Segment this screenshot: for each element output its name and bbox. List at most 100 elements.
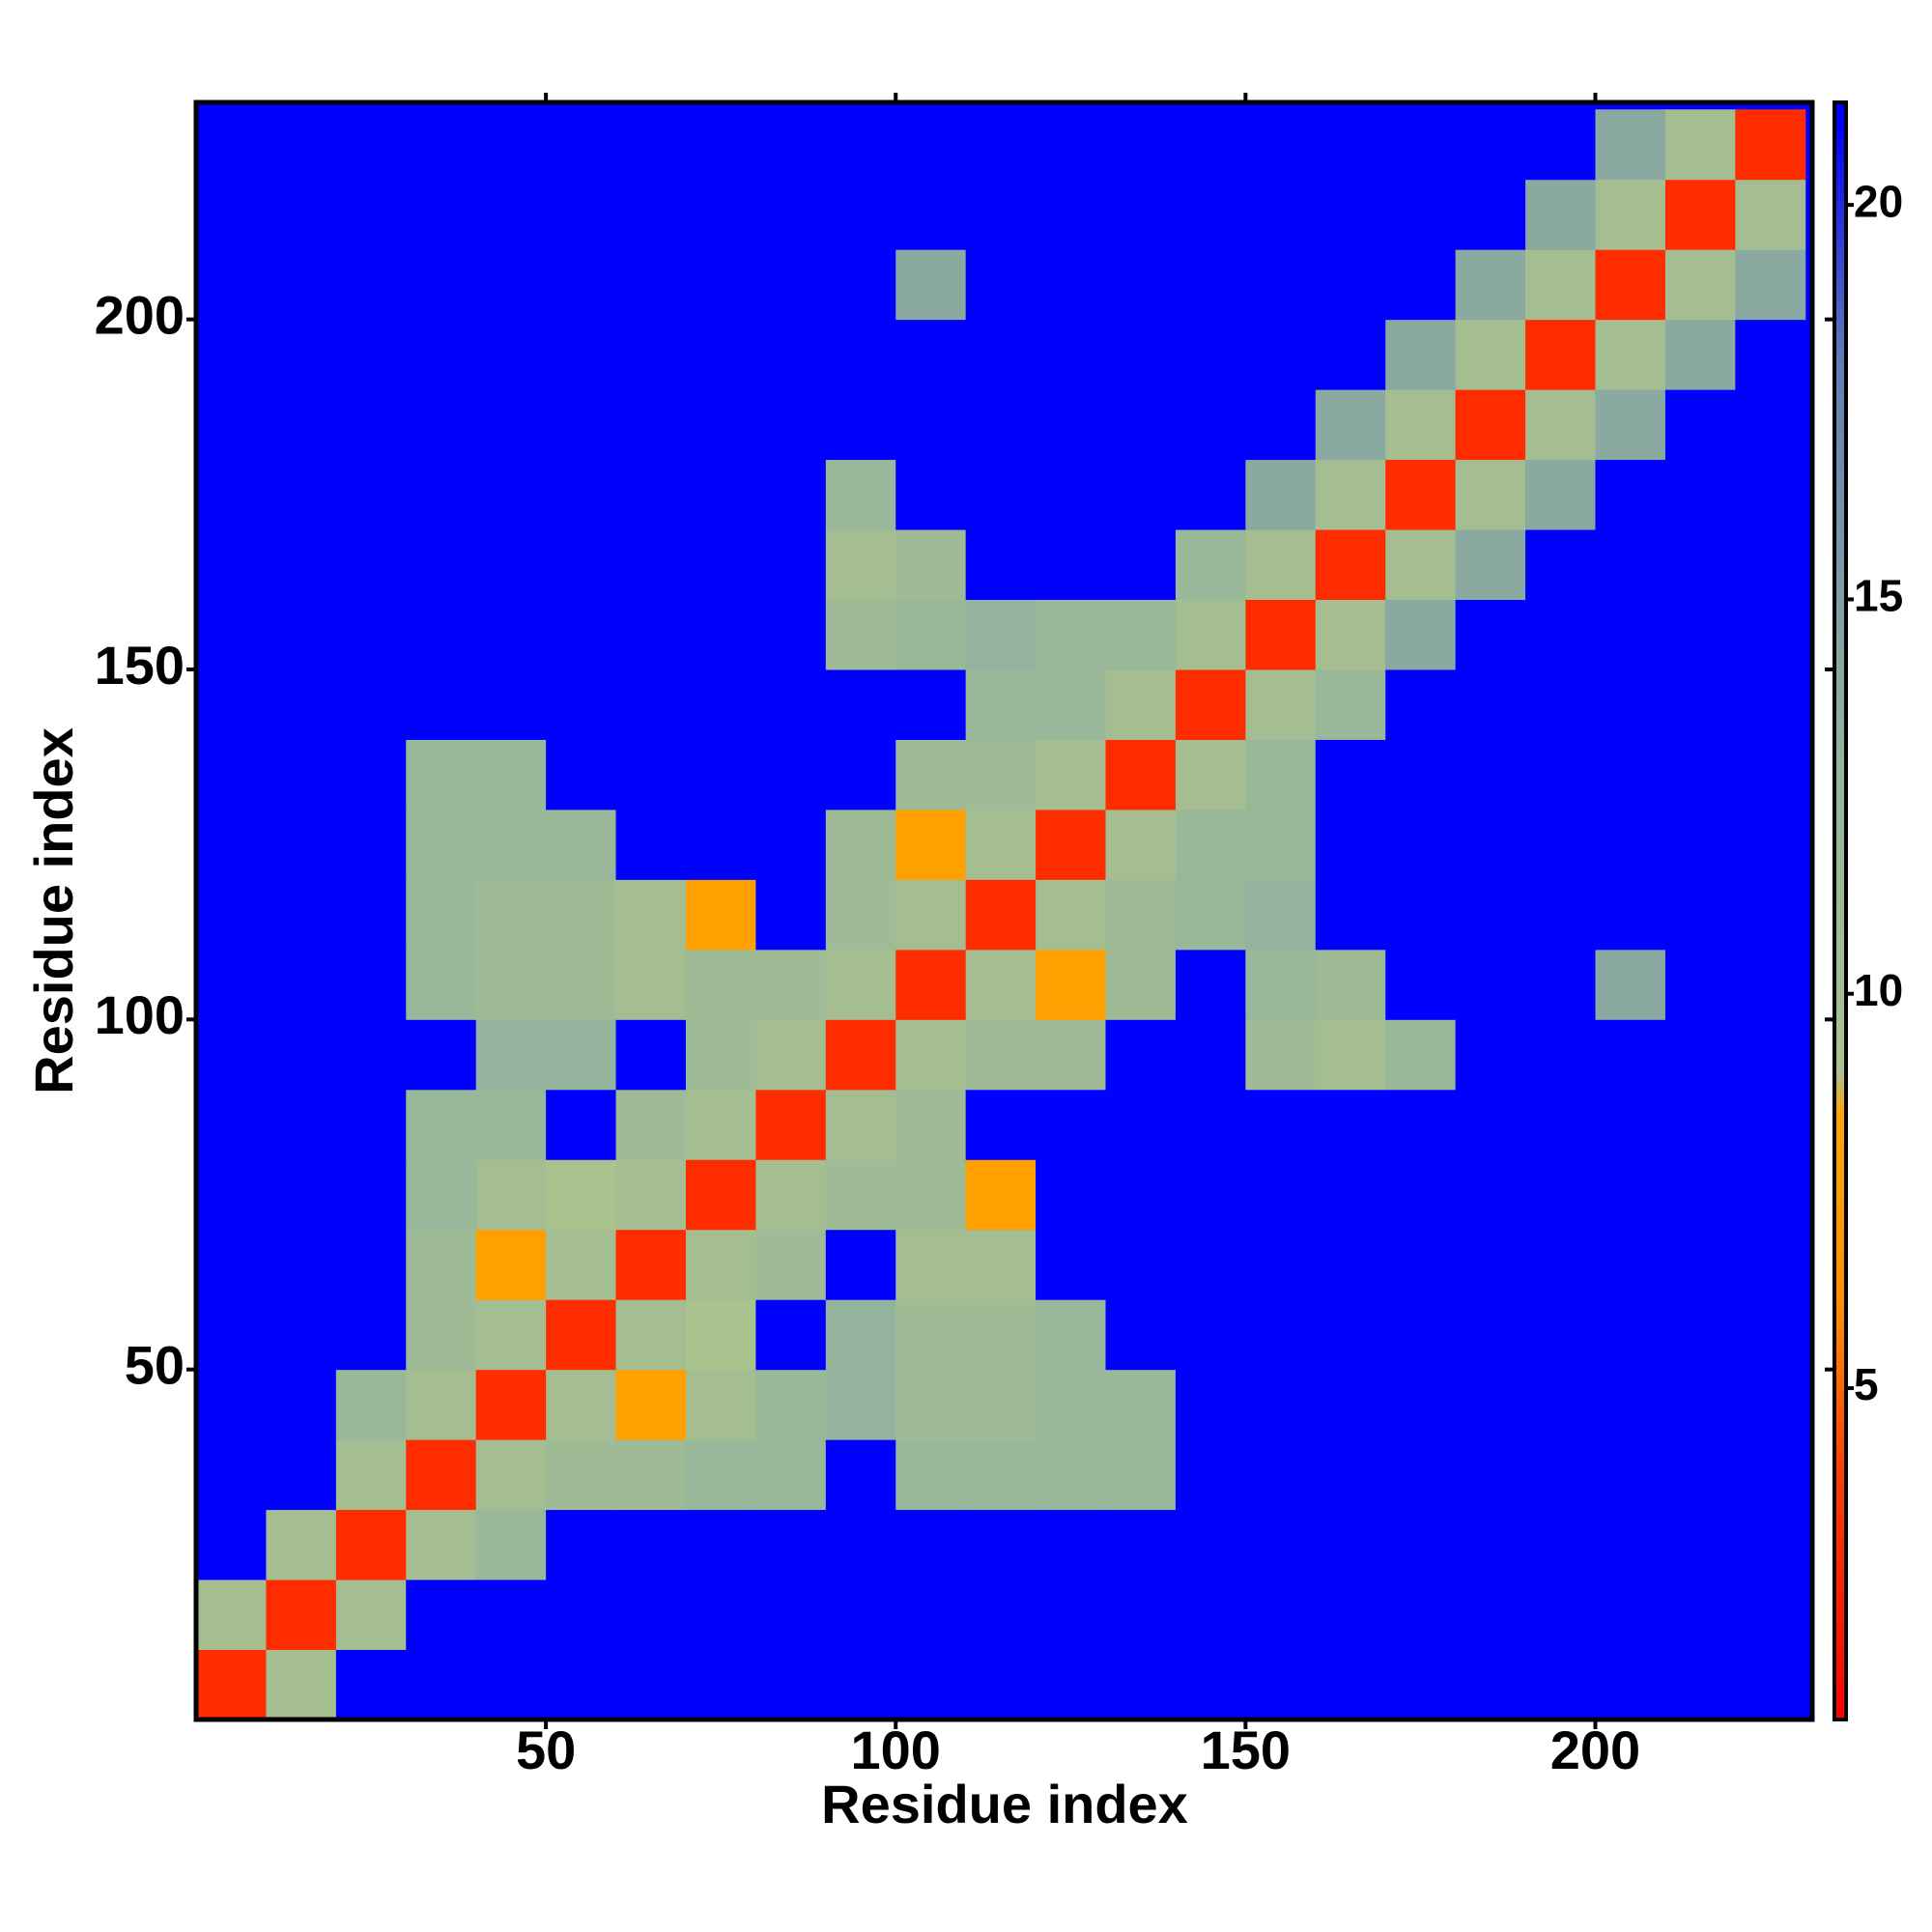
heatmap-cell bbox=[1455, 1089, 1526, 1160]
heatmap-cell bbox=[335, 1019, 407, 1091]
heatmap-cell bbox=[1664, 1089, 1736, 1160]
heatmap-cell bbox=[1664, 249, 1736, 321]
heatmap-cell bbox=[335, 1089, 407, 1160]
heatmap-cell bbox=[755, 599, 827, 670]
heatmap-cell bbox=[1175, 1159, 1246, 1231]
heatmap-cell bbox=[825, 949, 896, 1020]
heatmap-cell bbox=[1315, 1579, 1386, 1651]
heatmap-cell bbox=[196, 668, 267, 740]
heatmap-cell bbox=[266, 1509, 337, 1580]
heatmap-cell bbox=[965, 1649, 1037, 1720]
heatmap-cell bbox=[1385, 459, 1457, 530]
heatmap-cell bbox=[1105, 949, 1177, 1020]
heatmap-cell bbox=[475, 879, 547, 951]
heatmap-cell bbox=[615, 1019, 687, 1091]
colorbar bbox=[1833, 100, 1848, 1721]
heatmap-cell bbox=[825, 1229, 896, 1300]
heatmap-cell bbox=[1525, 1299, 1596, 1371]
heatmap-cell bbox=[615, 249, 687, 321]
heatmap-cell bbox=[1036, 1369, 1107, 1440]
heatmap-cell bbox=[1525, 249, 1596, 321]
heatmap-cell bbox=[1664, 668, 1736, 740]
heatmap-cell bbox=[406, 599, 477, 670]
heatmap-cell bbox=[546, 1229, 617, 1300]
heatmap-cell bbox=[335, 1369, 407, 1440]
y-tick-label: 100 bbox=[95, 984, 185, 1045]
heatmap-cell bbox=[825, 249, 896, 321]
heatmap-cell bbox=[406, 1229, 477, 1300]
heatmap-cell bbox=[825, 319, 896, 390]
heatmap-cell bbox=[1385, 1509, 1457, 1580]
heatmap-cell bbox=[685, 599, 756, 670]
heatmap-cell bbox=[895, 179, 967, 250]
heatmap-cell bbox=[1175, 1229, 1246, 1300]
heatmap-cell bbox=[1036, 459, 1107, 530]
heatmap-cell bbox=[406, 668, 477, 740]
heatmap-cell bbox=[406, 949, 477, 1020]
heatmap-cell bbox=[1245, 249, 1317, 321]
heatmap-cell bbox=[1175, 1299, 1246, 1371]
heatmap-cell bbox=[196, 319, 267, 390]
y-axis-title: Residue index bbox=[23, 727, 84, 1094]
heatmap-cell bbox=[615, 319, 687, 390]
heatmap-cell bbox=[335, 109, 407, 181]
heatmap-cell bbox=[1735, 1159, 1806, 1231]
heatmap-cell bbox=[1315, 1229, 1386, 1300]
heatmap-cell bbox=[1245, 1019, 1317, 1091]
heatmap-cell bbox=[1595, 949, 1666, 1020]
heatmap-cell bbox=[1455, 1579, 1526, 1651]
heatmap-cell bbox=[196, 1369, 267, 1440]
heatmap-cell bbox=[1455, 109, 1526, 181]
heatmap-cell bbox=[1175, 1369, 1246, 1440]
heatmap-cell bbox=[1175, 1509, 1246, 1580]
heatmap-cell bbox=[335, 1299, 407, 1371]
heatmap-cell bbox=[685, 1439, 756, 1511]
heatmap-cell bbox=[1595, 809, 1666, 880]
heatmap-cell bbox=[825, 668, 896, 740]
heatmap-cell bbox=[266, 1159, 337, 1231]
heatmap-cell bbox=[1175, 1439, 1246, 1511]
heatmap-cell bbox=[266, 1299, 337, 1371]
heatmap-cell bbox=[475, 949, 547, 1020]
heatmap-cell bbox=[1664, 1159, 1736, 1231]
heatmap-cell bbox=[1105, 249, 1177, 321]
heatmap-cell bbox=[895, 109, 967, 181]
heatmap-cell bbox=[196, 1229, 267, 1300]
heatmap-cell bbox=[475, 389, 547, 461]
heatmap-cell bbox=[1595, 1229, 1666, 1300]
heatmap-cell bbox=[1595, 1579, 1666, 1651]
heatmap-cell bbox=[475, 529, 547, 601]
heatmap-cell bbox=[1385, 1579, 1457, 1651]
heatmap-cell bbox=[685, 1299, 756, 1371]
heatmap-cell bbox=[335, 319, 407, 390]
heatmap-cell bbox=[1245, 459, 1317, 530]
heatmap-cell bbox=[1175, 319, 1246, 390]
heatmap-cell bbox=[685, 879, 756, 951]
heatmap-cell bbox=[965, 879, 1037, 951]
heatmap-cell bbox=[546, 809, 617, 880]
heatmap-cell bbox=[1245, 389, 1317, 461]
heatmap-cell bbox=[1105, 1439, 1177, 1511]
heatmap-cell bbox=[965, 1509, 1037, 1580]
heatmap-cell bbox=[1245, 1579, 1317, 1651]
heatmap-cell bbox=[546, 599, 617, 670]
heatmap-cell bbox=[1664, 809, 1736, 880]
heatmap-cell bbox=[755, 389, 827, 461]
heatmap-cell bbox=[1385, 949, 1457, 1020]
heatmap-cell bbox=[546, 1159, 617, 1231]
heatmap-cell bbox=[1036, 1019, 1107, 1091]
heatmap-cell bbox=[965, 1089, 1037, 1160]
heatmap-cell bbox=[1664, 739, 1736, 810]
heatmap-cell bbox=[546, 949, 617, 1020]
heatmap-cell bbox=[1036, 1089, 1107, 1160]
heatmap-cell bbox=[1315, 879, 1386, 951]
heatmap-cell bbox=[406, 319, 477, 390]
heatmap-cell bbox=[685, 1019, 756, 1091]
heatmap-cell bbox=[1105, 1649, 1177, 1720]
heatmap-cell bbox=[755, 809, 827, 880]
heatmap-cell bbox=[755, 529, 827, 601]
heatmap-cell bbox=[546, 389, 617, 461]
heatmap-cell bbox=[825, 1089, 896, 1160]
heatmap-cell bbox=[475, 1229, 547, 1300]
heatmap-cell bbox=[1245, 739, 1317, 810]
